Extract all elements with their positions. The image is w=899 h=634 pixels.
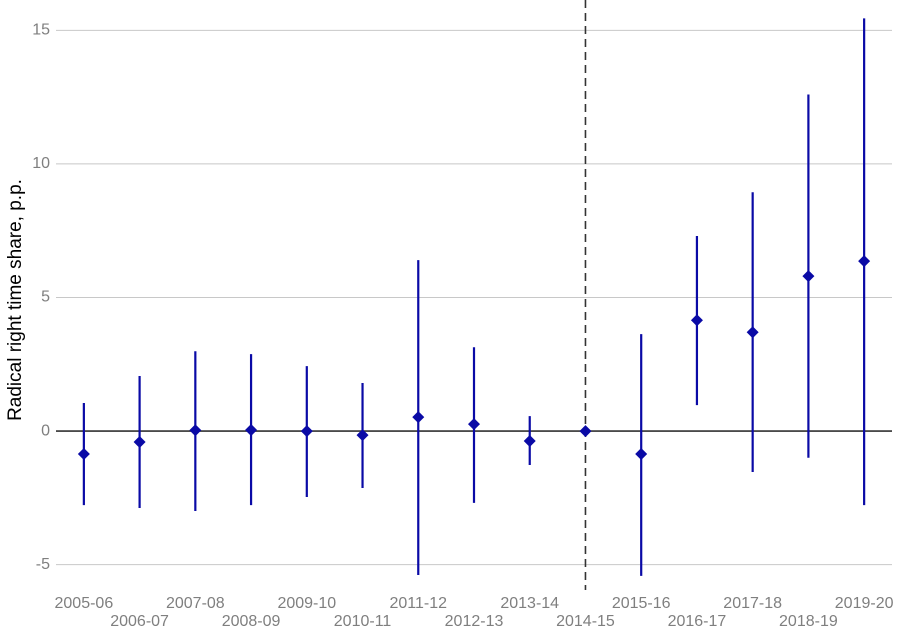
x-tick-label: 2006-07 [110, 613, 169, 630]
x-tick-label: 2008-09 [222, 613, 281, 630]
point [133, 436, 146, 449]
x-tick-label: 2019-20 [835, 595, 894, 612]
point [189, 424, 202, 437]
point [690, 314, 703, 327]
x-tick-label: 2016-17 [668, 613, 727, 630]
y-tick-label: 15 [32, 22, 50, 39]
point [523, 434, 536, 447]
x-tick-label: 2017-18 [723, 595, 782, 612]
x-tick-label: 2010-11 [334, 613, 392, 630]
x-tick-label: 2014-15 [556, 613, 615, 630]
x-tick-label: 2013-14 [500, 595, 559, 612]
x-tick-label: 2007-08 [166, 595, 225, 612]
y-axis-title: Radical right time share, p.p. [5, 179, 26, 421]
point [746, 326, 759, 339]
point [802, 270, 815, 283]
x-tick-label: 2012-13 [445, 613, 504, 630]
x-tick-label: 2009-10 [277, 595, 336, 612]
point [245, 424, 258, 437]
point [77, 448, 90, 461]
x-tick-label: 2015-16 [612, 595, 671, 612]
point [579, 425, 592, 438]
y-tick-label: 0 [41, 422, 50, 439]
point [412, 411, 425, 424]
y-tick-label: -5 [36, 556, 50, 573]
x-tick-label: 2011-12 [390, 595, 448, 612]
point [468, 418, 480, 431]
point [858, 255, 871, 268]
point [356, 429, 369, 442]
x-tick-label: 2018-19 [779, 613, 838, 630]
y-tick-label: 10 [32, 155, 50, 172]
x-tick-label: 2005-06 [55, 595, 114, 612]
y-tick-label: 5 [41, 289, 50, 306]
point [300, 425, 313, 438]
point [635, 448, 648, 461]
